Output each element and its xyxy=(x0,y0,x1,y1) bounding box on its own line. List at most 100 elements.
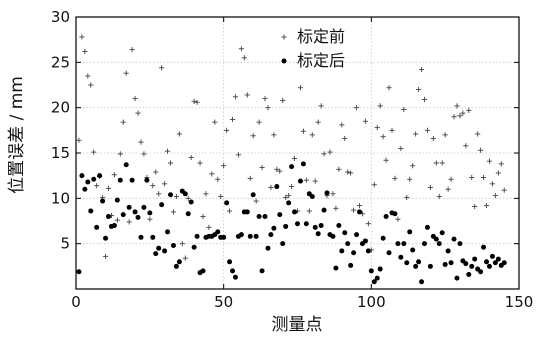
legend-marker-plus xyxy=(281,34,287,40)
data-point-plus xyxy=(404,194,410,201)
data-point-plus xyxy=(495,170,501,176)
x-tick-label: 50 xyxy=(214,293,233,311)
y-tick-label: 10 xyxy=(51,189,70,207)
data-point-plus xyxy=(102,253,109,259)
y-tick-label: 5 xyxy=(60,235,70,253)
data-point-plus xyxy=(356,202,363,209)
x-tick-label: 100 xyxy=(357,293,386,311)
data-point-plus xyxy=(114,217,120,223)
data-point-plus xyxy=(448,176,454,182)
data-point-dot xyxy=(227,259,233,265)
data-point-dot xyxy=(427,263,433,269)
data-point-plus xyxy=(312,178,318,184)
legend-marker-dot xyxy=(281,58,287,64)
y-axis-title: 位置误差 / mm xyxy=(7,76,27,194)
data-point-plus xyxy=(188,154,194,161)
data-point-plus xyxy=(410,163,416,169)
data-point-dot xyxy=(321,207,327,213)
x-tick-label: 0 xyxy=(71,293,81,311)
data-point-plus xyxy=(105,185,112,191)
data-point-plus xyxy=(156,191,162,197)
data-point-dot xyxy=(173,263,179,269)
data-point-dot xyxy=(413,263,419,269)
data-point-dot xyxy=(262,213,268,219)
data-point-plus xyxy=(111,172,117,178)
data-point-plus xyxy=(126,219,132,225)
data-point-plus xyxy=(164,148,171,154)
data-point-plus xyxy=(221,163,227,169)
data-point-plus xyxy=(501,187,507,193)
data-point-dot xyxy=(79,173,85,179)
data-point-dot xyxy=(300,161,306,167)
data-point-dot xyxy=(401,241,407,247)
data-point-plus xyxy=(492,193,498,199)
data-point-plus xyxy=(218,193,224,200)
data-point-plus xyxy=(297,85,304,91)
legend-item-after: 标定后 xyxy=(281,51,345,70)
data-point-plus xyxy=(486,158,493,164)
data-point-plus xyxy=(353,105,360,111)
data-point-dot xyxy=(481,244,487,250)
data-point-dot xyxy=(416,259,422,265)
data-point-plus xyxy=(185,195,191,201)
data-point-plus xyxy=(203,191,209,197)
data-point-plus xyxy=(469,174,475,181)
data-point-plus xyxy=(475,131,481,137)
data-point-plus xyxy=(427,184,433,191)
data-point-plus xyxy=(244,92,250,98)
data-point-dot xyxy=(357,209,363,215)
data-point-plus xyxy=(197,160,203,166)
data-point-dot xyxy=(466,271,472,277)
data-point-plus xyxy=(280,97,286,104)
data-point-plus xyxy=(395,216,401,222)
data-point-dot xyxy=(170,242,176,248)
data-point-plus xyxy=(120,119,126,125)
data-point-plus xyxy=(333,205,339,211)
data-point-dot xyxy=(126,204,132,210)
data-point-plus xyxy=(238,46,244,52)
data-point-dot xyxy=(277,212,283,218)
data-point-plus xyxy=(460,110,466,116)
data-point-plus xyxy=(150,183,156,189)
legend-label-before: 标定前 xyxy=(297,27,345,46)
data-point-dot xyxy=(250,192,256,198)
data-point-dot xyxy=(407,229,413,235)
data-point-plus xyxy=(132,96,138,102)
data-point-dot xyxy=(330,233,336,239)
data-point-dot xyxy=(383,213,389,219)
data-point-plus xyxy=(229,116,236,123)
series-before xyxy=(76,34,507,261)
data-point-plus xyxy=(212,119,218,125)
y-tick-label: 25 xyxy=(51,53,70,71)
data-point-dot xyxy=(484,259,490,265)
data-point-plus xyxy=(138,139,144,145)
legend-label-after: 标定后 xyxy=(297,51,345,70)
data-point-plus xyxy=(309,132,315,138)
data-point-dot xyxy=(144,177,150,183)
data-point-plus xyxy=(277,168,283,174)
data-point-plus xyxy=(262,96,268,102)
data-point-plus xyxy=(430,135,436,142)
data-point-plus xyxy=(498,161,504,167)
data-point-dot xyxy=(463,261,469,267)
data-point-dot xyxy=(472,256,478,262)
data-point-dot xyxy=(280,241,286,247)
data-point-dot xyxy=(147,210,153,216)
data-point-plus xyxy=(439,160,445,166)
data-point-plus xyxy=(451,114,457,120)
data-point-plus xyxy=(386,85,392,91)
data-point-plus xyxy=(480,174,487,181)
data-point-plus xyxy=(265,105,271,111)
data-point-dot xyxy=(135,214,141,220)
data-point-plus xyxy=(442,132,448,138)
data-point-plus xyxy=(176,131,182,137)
data-point-plus xyxy=(141,151,147,157)
data-point-plus xyxy=(159,65,165,71)
data-point-plus xyxy=(318,103,324,109)
data-point-plus xyxy=(418,66,425,73)
data-point-dot xyxy=(82,186,88,192)
data-point-plus xyxy=(226,208,233,214)
data-point-plus xyxy=(445,186,451,192)
